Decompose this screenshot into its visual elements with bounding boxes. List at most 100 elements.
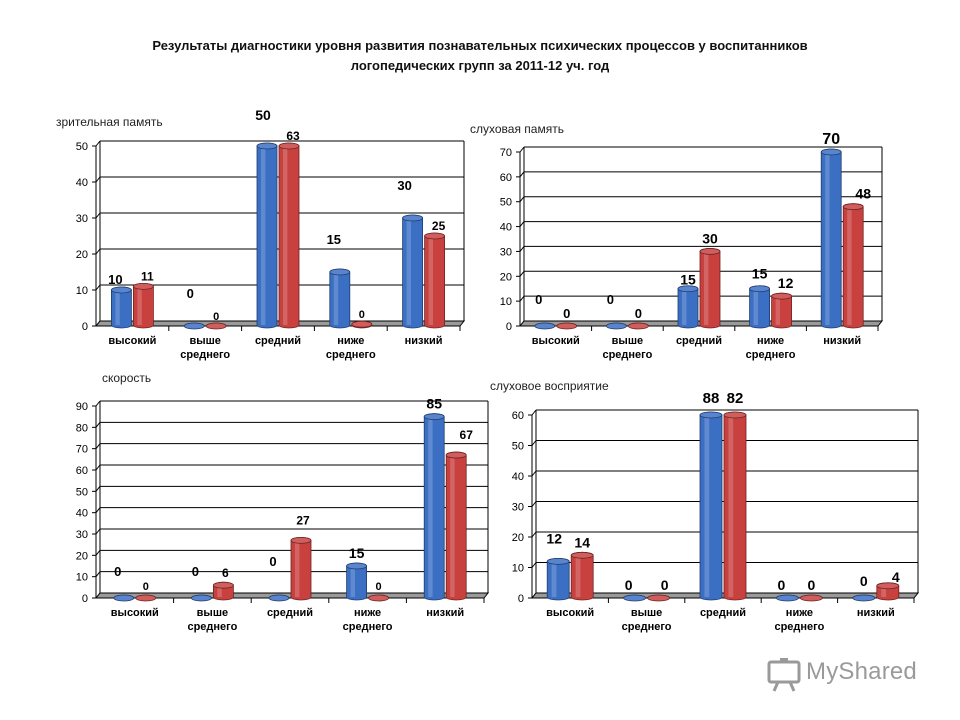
data-label: 0 [563,306,570,321]
gridline-diag [95,571,101,577]
y-tick-label: 50 [76,141,88,153]
gridline-diag [95,464,101,471]
chart-title: зрительная память [56,115,163,129]
y-tick-label: 40 [500,222,512,234]
gridline-diag [519,221,525,227]
x-tick-label: низкий [405,335,443,347]
x-tick-label: высокий [108,335,156,347]
data-label: 0 [359,309,365,321]
x-tick-label: выше среднего [187,607,237,633]
data-label: 0 [187,286,194,301]
gridline-diag [519,171,525,178]
bar-s2-2 [647,594,670,602]
x-tick-label: ниже среднего [774,607,824,633]
watermark-text: MyShared [806,658,917,685]
gridline-diag [95,443,101,449]
bar-s2-3 [290,537,312,601]
title-line-2: логопедических групп за 2011-12 уч. год [350,58,610,73]
x-tick-label: средний [700,607,746,619]
bar-s2-4 [800,594,823,602]
bar-s2-3 [278,142,300,329]
bar-s2-2 [205,322,227,330]
y-tick-label: 50 [500,197,512,209]
bar-s1-5 [402,214,424,329]
gridline-diag [95,140,101,147]
bar-s1-3 [677,285,699,329]
data-label: 15 [680,272,696,288]
data-label: 0 [192,564,199,579]
data-label: 0 [808,577,816,593]
bar-s1-1 [546,558,570,601]
x-tick-label: средний [676,335,722,347]
gridline-diag [519,146,525,153]
presentation-board-icon [767,658,801,692]
y-tick-label: 90 [76,401,88,413]
y-tick-label: 10 [500,296,512,308]
bar-s2-3 [723,411,747,601]
data-label: 48 [855,186,871,202]
data-label: 82 [727,390,744,407]
x-tick-label: высокий [111,607,159,619]
data-label: 0 [661,577,669,593]
y-tick-label: 0 [518,593,524,605]
data-label: 0 [114,564,121,579]
bar-s1-1 [111,286,132,329]
bar-s1-2 [183,322,205,330]
bar-s2-4 [368,594,390,602]
y-tick-label: 50 [76,486,88,498]
y-tick-label: 20 [500,271,512,283]
y-tick-label: 20 [76,249,88,261]
y-tick-label: 30 [512,502,524,514]
data-label: 0 [535,292,542,307]
y-tick-label: 40 [76,177,88,189]
x-tick-label: ниже среднего [343,607,393,633]
page-title: Результаты диагностики уровня развития п… [40,36,920,76]
data-label: 50 [255,107,271,123]
data-label: 15 [327,232,341,247]
y-tick-label: 60 [76,465,88,477]
x-tick-label: низкий [857,607,895,619]
gridline-diag [95,528,101,535]
gridline-diag [531,440,537,446]
x-tick-label: выше среднего [602,335,652,361]
data-label: 63 [286,129,300,143]
gridline-diag [95,284,101,291]
data-label: 0 [269,554,276,569]
bar-s1-3 [699,411,723,601]
data-label: 85 [426,396,442,412]
bar-s2-2 [212,581,234,601]
gridline-diag [95,507,101,513]
data-label: 15 [752,266,768,282]
title-line-1: Результаты диагностики уровня развития п… [152,38,808,53]
bar-s2-2 [628,322,649,330]
data-label: 6 [222,566,229,580]
data-label: 0 [213,311,219,323]
gridline-diag [95,400,101,407]
data-label: 0 [778,577,786,593]
bar-s1-1 [113,594,135,602]
x-tick-label: низкий [823,335,861,347]
data-label: 12 [778,275,794,291]
gridline-diag [531,531,537,538]
data-label: 88 [703,390,720,407]
bar-s2-1 [556,322,578,330]
data-label: 0 [607,292,614,307]
data-label: 10 [108,272,122,287]
gridline-diag [95,486,101,492]
y-tick-label: 30 [76,213,88,225]
y-tick-label: 70 [76,444,88,456]
y-tick-label: 70 [500,147,512,159]
gridline-diag [531,501,537,507]
y-tick-label: 0 [82,321,88,333]
data-label: 14 [574,534,590,550]
x-tick-label: средний [255,335,301,347]
bar-s2-1 [570,551,594,601]
y-tick-label: 0 [506,321,512,333]
y-tick-label: 30 [76,529,88,541]
bar-s1-2 [606,322,627,330]
x-tick-label: ниже среднего [326,335,376,361]
chart-title: слуховое восприятие [490,379,609,393]
y-tick-label: 80 [76,422,88,434]
